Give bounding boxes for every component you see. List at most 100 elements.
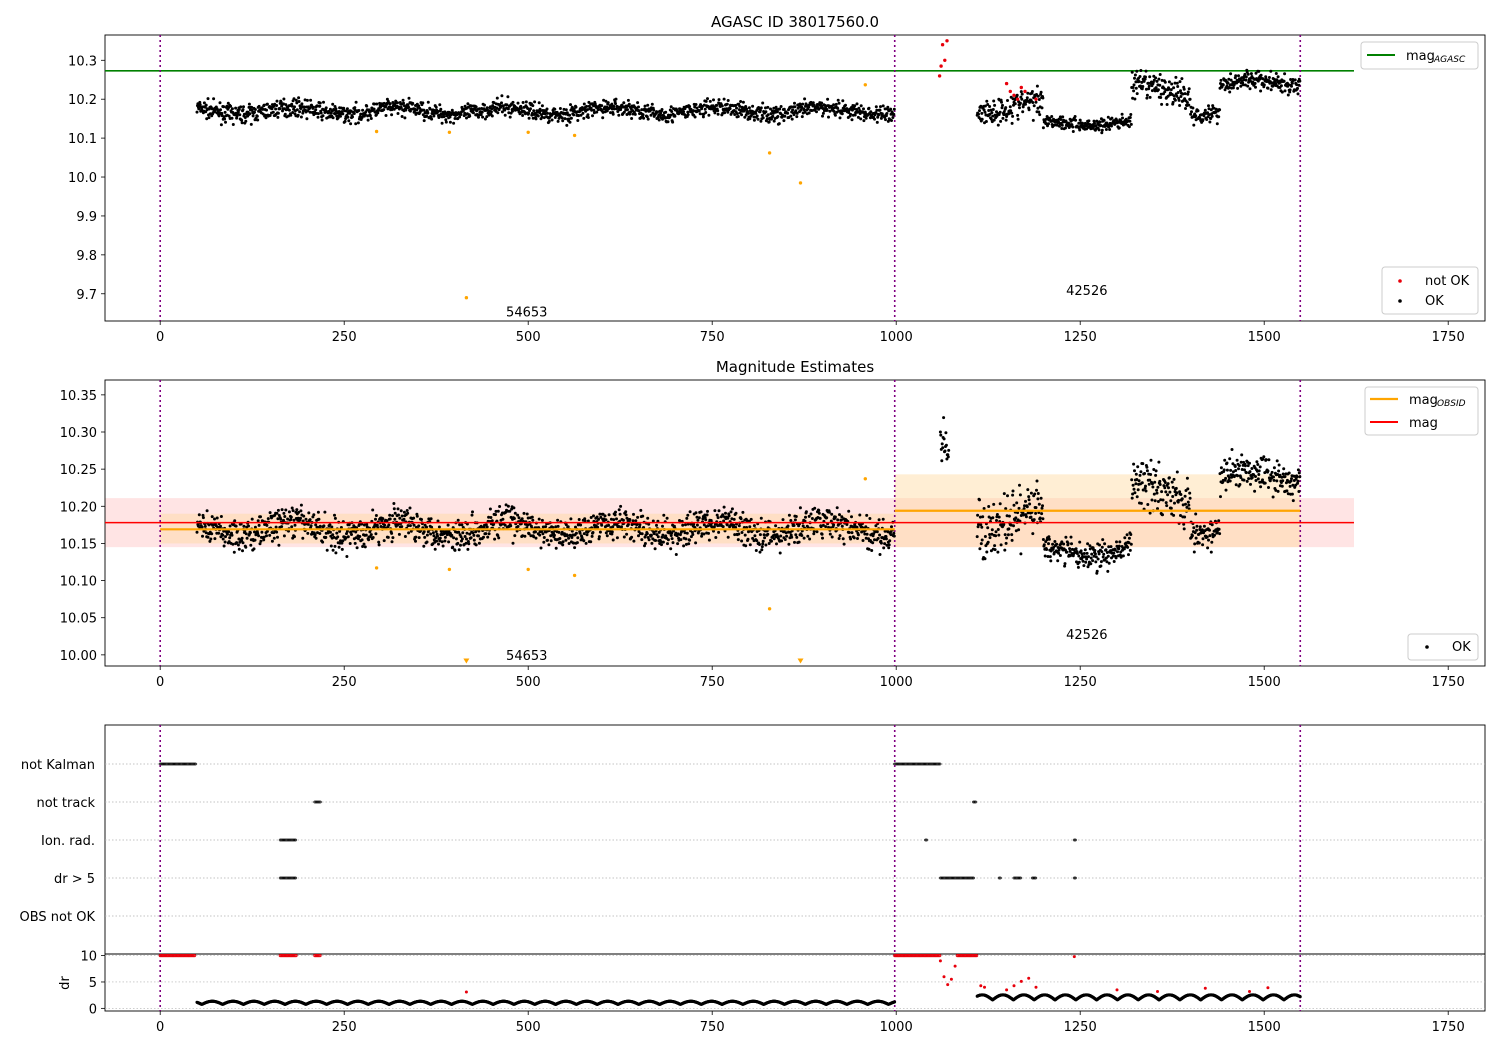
legend-label: mag (1409, 393, 1438, 408)
ok-point (234, 524, 238, 528)
ok-point (494, 513, 497, 517)
ok-point (628, 518, 632, 521)
ok-point (1063, 562, 1067, 566)
ok-point (443, 535, 447, 539)
ok-point (878, 533, 882, 537)
ok-point (1221, 83, 1225, 87)
ok-point (1041, 96, 1045, 100)
ok-point (609, 111, 612, 115)
ok-point (501, 517, 505, 521)
ok-point (1290, 84, 1293, 88)
ok-point (775, 110, 779, 114)
ok-point (1016, 117, 1020, 121)
ok-point (408, 506, 412, 510)
ok-point (460, 523, 464, 527)
ok-point (392, 502, 396, 505)
ok-point (336, 535, 340, 539)
ok-point (1267, 76, 1271, 79)
suspect-point (374, 566, 379, 570)
ok-point (1097, 128, 1101, 132)
ok-point (1201, 543, 1205, 547)
ok-point (1297, 83, 1301, 87)
flag-label: Ion. rad. (41, 834, 95, 849)
ok-point (574, 531, 578, 535)
ok-point (1259, 73, 1263, 77)
ok-point (1094, 124, 1098, 128)
ok-point (801, 102, 805, 106)
ok-point (856, 537, 859, 540)
ok-point (441, 544, 445, 548)
ok-point (1228, 90, 1232, 94)
ok-point (1064, 126, 1067, 130)
ok-point (1040, 506, 1044, 510)
ok-point (626, 523, 630, 526)
ok-point (399, 105, 403, 109)
ok-point (827, 115, 830, 119)
ok-point (262, 103, 266, 107)
ok-point (532, 109, 536, 113)
ok-point (725, 102, 729, 106)
ok-point (615, 536, 619, 540)
ok-point (643, 544, 646, 548)
ok-point (1040, 106, 1044, 110)
ok-point (570, 536, 574, 539)
ok-point (1144, 75, 1147, 79)
ok-point (1060, 127, 1064, 130)
ok-point (716, 109, 720, 113)
ok-point (1161, 498, 1165, 502)
panel-magnitude-estimates: 10.0010.0510.1010.1510.2010.2510.3010.35… (60, 379, 1486, 690)
ok-point (650, 102, 654, 106)
ok-point (511, 541, 515, 545)
ok-point (379, 525, 383, 528)
ok-point (1227, 77, 1231, 81)
ok-point (770, 109, 774, 113)
ok-point (1026, 91, 1030, 95)
ok-point (349, 122, 353, 126)
ok-point (1114, 556, 1118, 560)
ok-point (686, 110, 690, 114)
ok-point (684, 542, 688, 546)
ok-point (576, 536, 580, 540)
ok-point (1269, 88, 1273, 92)
ok-point (986, 103, 990, 106)
dr-tick-label: 5 (89, 976, 97, 991)
ok-point (671, 120, 675, 124)
flag-label: not track (36, 796, 95, 811)
ok-point (881, 104, 885, 108)
ok-point (794, 515, 798, 518)
ok-point (994, 534, 998, 538)
ok-point (425, 533, 429, 537)
ok-point (1153, 480, 1157, 484)
ok-point (995, 513, 999, 516)
ok-point (513, 511, 517, 515)
ok-point (490, 114, 494, 118)
ok-point (1257, 469, 1261, 473)
ok-point (325, 548, 329, 552)
ok-point (1163, 80, 1167, 84)
ok-point (1192, 123, 1196, 127)
ok-point (1183, 494, 1187, 498)
ok-point (470, 104, 474, 108)
ok-point (716, 112, 720, 116)
ok-point (477, 107, 481, 111)
ok-point (717, 530, 721, 534)
ok-point (1171, 100, 1175, 104)
ok-point (1218, 108, 1222, 112)
ok-point (1031, 101, 1035, 104)
ok-point (406, 511, 410, 515)
ok-point (1130, 496, 1134, 500)
ok-point (306, 522, 310, 526)
ok-point (1099, 124, 1103, 127)
ok-point (678, 533, 682, 537)
ok-point (650, 541, 654, 545)
ok-point (1210, 540, 1214, 544)
ok-point (388, 102, 392, 106)
ok-point (638, 523, 642, 527)
suspect-point (798, 181, 803, 185)
ok-point (472, 538, 476, 542)
ok-point (666, 542, 669, 546)
ok-point (417, 536, 421, 540)
ok-point (877, 113, 881, 117)
ok-point (709, 519, 713, 522)
